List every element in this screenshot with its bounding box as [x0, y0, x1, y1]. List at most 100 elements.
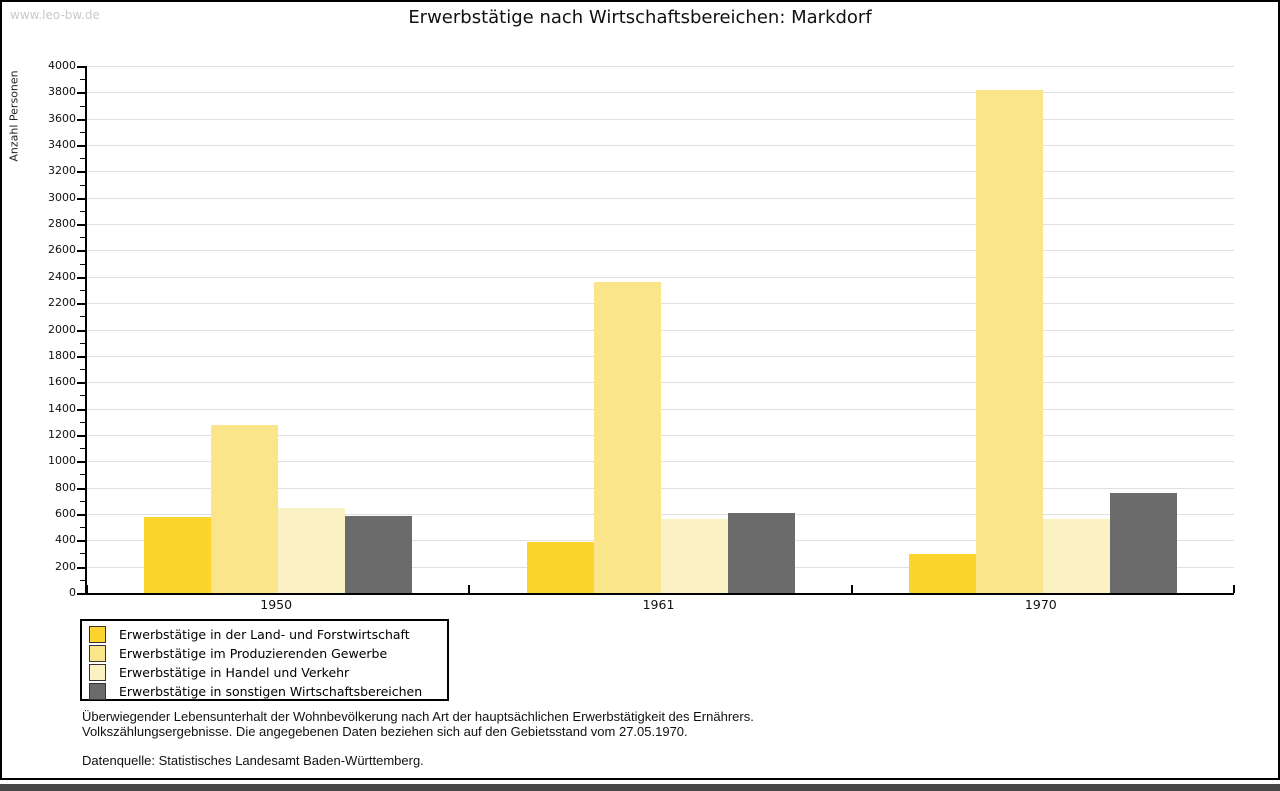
y-tick-label: 2400 — [48, 269, 76, 283]
bar-series-2-1950 — [211, 425, 279, 593]
legend: Erwerbstätige in der Land- und Forstwirt… — [80, 619, 449, 701]
footer-line-2: Volkszählungsergebnisse. Die angegebenen… — [82, 723, 688, 739]
gridline — [87, 434, 1234, 436]
y-tick-label: 1400 — [48, 401, 76, 415]
y-tick-label: 800 — [55, 480, 76, 494]
y-tick — [77, 66, 85, 68]
gridline — [87, 276, 1234, 278]
gridline — [87, 382, 1234, 384]
y-tick — [77, 408, 85, 411]
gridline — [87, 329, 1234, 331]
y-tick-label: 2800 — [48, 217, 76, 231]
y-tick-label: 600 — [55, 506, 76, 520]
y-tick — [80, 158, 85, 160]
y-tick — [77, 224, 85, 227]
x-category-label: 1970 — [1024, 597, 1057, 612]
y-tick — [80, 369, 85, 371]
y-tick — [77, 434, 85, 437]
legend-label: Erwerbstätige im Produzierenden Gewerbe — [119, 646, 388, 661]
y-tick — [80, 184, 85, 186]
gridline — [87, 461, 1234, 463]
y-tick — [80, 289, 85, 291]
y-tick — [77, 513, 85, 516]
y-tick — [77, 593, 85, 595]
y-tick-label: 1800 — [48, 348, 76, 362]
gridline — [87, 487, 1234, 489]
y-tick — [80, 553, 85, 555]
x-tick — [850, 585, 853, 593]
gridline — [87, 408, 1234, 410]
y-tick-label: 400 — [55, 533, 76, 547]
y-tick-label: 2000 — [48, 322, 76, 336]
y-tick — [80, 316, 85, 318]
y-axis: 0 200 400 600 800 1000 1200 1400 1600 1800 2000 220… — [2, 2, 85, 622]
y-tick — [77, 540, 85, 543]
y-tick-label: 1200 — [48, 427, 76, 441]
y-tick-label: 2200 — [48, 296, 76, 310]
legend-label: Erwerbstätige in Handel und Verkehr — [119, 665, 350, 680]
y-tick — [80, 448, 85, 450]
y-tick-label: 1000 — [48, 454, 76, 468]
y-tick — [80, 579, 85, 581]
gridline — [87, 303, 1234, 305]
y-tick-label: 4000 — [48, 59, 76, 72]
y-tick-label: 1600 — [48, 375, 76, 389]
y-tick — [80, 474, 85, 476]
legend-label: Erwerbstätige in der Land- und Forstwirt… — [119, 627, 410, 642]
y-tick — [77, 382, 85, 385]
x-tick — [86, 585, 88, 593]
gridline — [87, 118, 1234, 120]
y-tick-label: 3400 — [48, 138, 76, 152]
y-tick-label: 3000 — [48, 190, 76, 204]
y-tick-label: 0 — [69, 586, 76, 599]
y-tick-label: 3800 — [48, 85, 76, 99]
bar-series-2-1970 — [975, 89, 1043, 593]
y-tick-label: 200 — [55, 559, 76, 573]
y-tick — [77, 197, 85, 200]
bar-series-3-1961 — [660, 518, 728, 593]
y-tick-label: 3600 — [48, 111, 76, 125]
bar-series-3-1970 — [1042, 518, 1110, 593]
y-tick — [80, 500, 85, 502]
y-tick — [80, 131, 85, 133]
y-tick — [80, 237, 85, 239]
y-tick — [80, 105, 85, 107]
y-tick-label: 2600 — [48, 243, 76, 257]
legend-item: Erwerbstätige in sonstigen Wirtschaftsbe… — [89, 682, 447, 701]
y-tick — [77, 250, 85, 253]
legend-item: Erwerbstätige im Produzierenden Gewerbe — [89, 644, 447, 663]
y-tick — [77, 355, 85, 358]
y-tick — [80, 527, 85, 529]
y-tick — [80, 342, 85, 344]
legend-swatch — [89, 683, 106, 700]
y-tick — [77, 92, 85, 95]
y-tick — [77, 276, 85, 279]
bar-series-4-1970 — [1109, 492, 1177, 593]
y-tick — [80, 79, 85, 81]
watermark: www.leo-bw.de — [10, 8, 100, 22]
bar-series-1-1970 — [908, 554, 976, 593]
gridline — [87, 171, 1234, 173]
bottom-bar — [0, 784, 1280, 791]
y-tick — [77, 487, 85, 490]
gridline — [87, 250, 1234, 252]
footer-notes: Überwiegender Lebensunterhalt der Wohnbe… — [82, 709, 754, 769]
y-tick — [77, 145, 85, 148]
legend-swatch — [89, 626, 106, 643]
y-tick — [77, 171, 85, 174]
bar-series-4-1961 — [727, 512, 795, 593]
x-category-label: 1961 — [642, 597, 675, 612]
gridline — [87, 145, 1234, 147]
y-tick-label: 3200 — [48, 164, 76, 178]
plot-area — [85, 66, 1235, 595]
x-tick — [1233, 585, 1235, 593]
bar-series-3-1950 — [278, 508, 346, 593]
y-tick — [77, 461, 85, 464]
chart-title: Erwerbstätige nach Wirtschaftsbereichen:… — [408, 7, 872, 28]
legend-swatch — [89, 664, 106, 681]
gridline — [87, 197, 1234, 199]
legend-item: Erwerbstätige in Handel und Verkehr — [89, 663, 447, 682]
bar-series-1-1950 — [144, 516, 212, 593]
gridline — [87, 92, 1234, 94]
y-tick — [80, 210, 85, 212]
